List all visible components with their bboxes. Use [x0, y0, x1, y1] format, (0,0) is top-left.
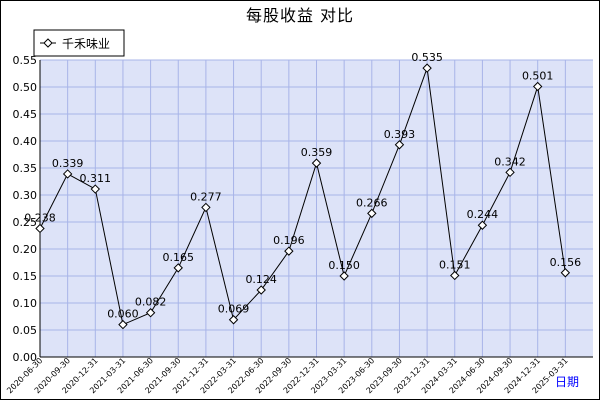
data-point	[201, 202, 211, 213]
data-point	[256, 285, 266, 295]
y-tick-label: 0.15	[13, 270, 38, 283]
data-label: 0.311	[80, 172, 112, 185]
data-label: 0.165	[163, 251, 195, 264]
y-tick-label: 0.10	[13, 297, 38, 310]
data-point	[477, 220, 488, 230]
data-label: 0.393	[384, 128, 416, 141]
data-label: 0.238	[24, 211, 56, 224]
data-point	[62, 169, 73, 179]
data-label: 0.266	[356, 196, 388, 209]
y-tick-label: 0.25	[13, 216, 38, 229]
chart-title: 每股收益 对比	[246, 6, 354, 25]
y-tick-label: 0.50	[13, 81, 38, 94]
data-label: 0.150	[328, 259, 360, 272]
plot-area: 0.00 0.05 0.10 0.15 0.20 0.25 0.30 0.35 0.40 0.45…	[5, 51, 593, 395]
y-tick-label: 0.55	[13, 54, 38, 67]
series-line	[39, 67, 566, 326]
data-point	[311, 158, 322, 168]
data-point	[118, 319, 128, 330]
data-label: 0.342	[494, 155, 526, 168]
y-tick-label: 0.00	[13, 351, 38, 364]
data-point	[422, 63, 432, 73]
data-label: 0.196	[273, 234, 305, 247]
data-point	[560, 268, 571, 278]
x-axis-label: 日期	[555, 375, 579, 389]
data-label: 0.156	[550, 256, 582, 269]
legend: 千禾味业	[33, 29, 125, 57]
data-label: 0.339	[52, 157, 84, 170]
data-point	[173, 263, 183, 273]
data-label: 0.082	[135, 296, 167, 309]
data-point	[145, 308, 156, 318]
data-point	[450, 270, 460, 281]
data-point	[394, 140, 405, 150]
data-point	[228, 315, 239, 325]
data-label: 0.060	[107, 308, 139, 321]
data-point	[532, 81, 543, 92]
y-tick-label: 0.20	[13, 243, 38, 256]
data-point	[339, 271, 349, 281]
data-point	[505, 167, 515, 178]
legend-marker-icon	[43, 38, 53, 48]
data-label: 0.151	[439, 258, 471, 271]
y-tick-label: 0.05	[13, 324, 38, 337]
data-label: 0.277	[190, 190, 222, 203]
data-point	[284, 246, 294, 256]
data-label: 0.359	[301, 146, 333, 159]
data-label: 0.124	[245, 273, 277, 286]
data-label: 0.244	[467, 208, 499, 221]
data-point	[90, 184, 101, 194]
data-label: 0.535	[411, 51, 443, 64]
data-point	[367, 208, 377, 219]
y-tick-label: 0.40	[13, 135, 38, 148]
y-tick-label: 0.35	[13, 162, 38, 175]
data-label: 0.501	[522, 69, 554, 82]
y-tick-label: 0.45	[13, 108, 38, 121]
legend-label: 千禾味业	[62, 37, 110, 51]
data-label: 0.069	[218, 303, 250, 316]
data-point	[35, 223, 45, 234]
y-tick-label: 0.30	[13, 189, 38, 202]
